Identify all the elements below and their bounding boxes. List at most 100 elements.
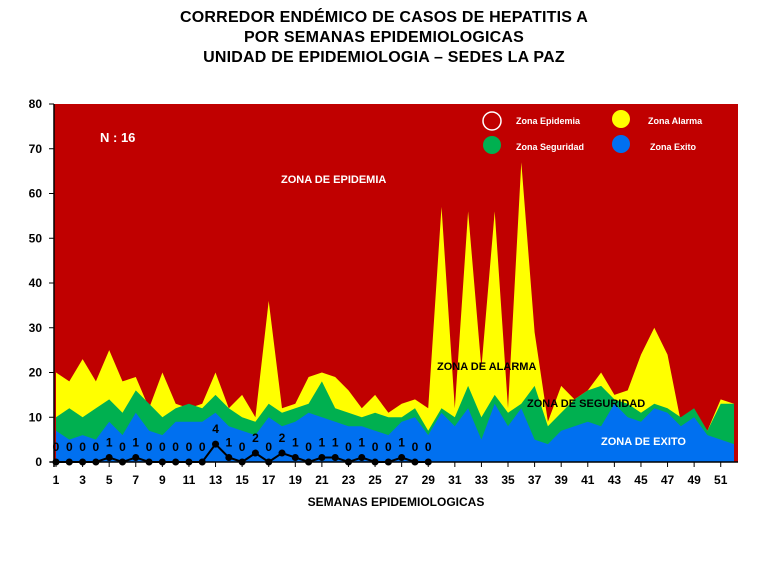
case-point <box>225 454 233 462</box>
title-line-2: POR SEMANAS EPIDEMIOLOGICAS <box>243 29 525 46</box>
x-tick-label: 49 <box>687 473 701 487</box>
case-point <box>238 458 246 466</box>
x-tick-label: 9 <box>159 473 166 487</box>
case-data-label: 2 <box>279 431 286 445</box>
case-data-label: 0 <box>425 440 432 454</box>
case-data-label: 1 <box>332 436 339 450</box>
x-tick-label: 37 <box>528 473 542 487</box>
x-tick-label: 17 <box>262 473 276 487</box>
case-point <box>371 458 379 466</box>
x-tick-label: 1 <box>53 473 60 487</box>
zone-epidemia-label: ZONA DE EPIDEMIA <box>281 174 386 186</box>
case-data-label: 0 <box>146 440 153 454</box>
case-point <box>185 458 193 466</box>
case-point <box>305 458 313 466</box>
case-data-label: 1 <box>106 436 113 450</box>
case-point <box>172 458 180 466</box>
case-data-label: 4 <box>212 422 219 436</box>
case-data-label: 0 <box>412 440 419 454</box>
case-point <box>411 458 419 466</box>
x-tick-label: 3 <box>79 473 86 487</box>
case-data-label: 0 <box>385 440 392 454</box>
case-point <box>265 458 273 466</box>
x-tick-label: 23 <box>342 473 356 487</box>
y-tick-label: 30 <box>29 321 43 335</box>
x-tick-label: 39 <box>555 473 569 487</box>
case-point <box>358 454 366 462</box>
case-data-label: 0 <box>53 440 60 454</box>
legend-exito-marker <box>612 135 630 153</box>
x-tick-label: 51 <box>714 473 728 487</box>
x-tick-label: 29 <box>422 473 436 487</box>
case-point <box>198 458 206 466</box>
legend-exito-label: Zona Exito <box>650 142 697 152</box>
case-data-label: 0 <box>93 440 100 454</box>
title-line-3: UNIDAD DE EPIDEMIOLOGIA – SEDES LA PAZ <box>203 49 565 66</box>
y-tick-label: 80 <box>29 97 43 111</box>
x-tick-label: 7 <box>132 473 139 487</box>
case-point <box>79 458 87 466</box>
case-data-label: 1 <box>398 436 405 450</box>
x-tick-label: 43 <box>608 473 622 487</box>
case-point <box>92 458 100 466</box>
case-data-label: 0 <box>79 440 86 454</box>
case-data-label: 0 <box>66 440 73 454</box>
case-point <box>105 454 113 462</box>
x-tick-label: 33 <box>475 473 489 487</box>
y-tick-label: 20 <box>29 366 43 380</box>
case-data-label: 1 <box>358 436 365 450</box>
x-tick-label: 5 <box>106 473 113 487</box>
x-tick-label: 45 <box>634 473 648 487</box>
case-data-label: 1 <box>225 436 232 450</box>
y-tick-label: 0 <box>35 455 42 469</box>
case-point <box>398 454 406 462</box>
y-tick-label: 60 <box>29 187 43 201</box>
case-data-label: 0 <box>199 440 206 454</box>
legend-alarma-label: Zona Alarma <box>648 116 703 126</box>
case-point <box>251 449 259 457</box>
x-tick-label: 15 <box>235 473 249 487</box>
case-point <box>291 454 299 462</box>
x-tick-label: 21 <box>315 473 329 487</box>
x-axis-title: SEMANAS EPIDEMIOLOGICAS <box>308 495 485 509</box>
case-point <box>424 458 432 466</box>
area-exito <box>56 403 734 462</box>
case-point <box>52 458 60 466</box>
chart-title: CORREDOR ENDÉMICO DE CASOS DE HEPATITIS … <box>0 8 768 68</box>
legend-alarma-marker <box>612 110 630 128</box>
x-tick-label: 11 <box>183 473 196 487</box>
case-point <box>145 458 153 466</box>
zone-seguridad-label: ZONA DE SEGURIDAD <box>527 398 645 410</box>
y-tick-label: 50 <box>29 231 43 245</box>
zone-alarma-label: ZONA DE ALARMA <box>437 361 536 373</box>
case-data-label: 2 <box>252 431 259 445</box>
case-data-label: 1 <box>292 436 299 450</box>
x-tick-label: 19 <box>289 473 303 487</box>
case-point <box>212 440 220 448</box>
case-point <box>344 458 352 466</box>
case-data-label: 0 <box>265 440 272 454</box>
case-point <box>318 454 326 462</box>
legend-seguridad-marker <box>483 136 501 154</box>
legend: Zona Epidemia Zona Alarma Zona Seguridad… <box>482 110 703 154</box>
case-data-label: 0 <box>305 440 312 454</box>
case-point <box>158 458 166 466</box>
zone-exito-label: ZONA DE EXITO <box>601 436 686 448</box>
legend-seguridad-label: Zona Seguridad <box>516 142 584 152</box>
case-data-label: 1 <box>319 436 326 450</box>
case-data-label: 0 <box>159 440 166 454</box>
case-point <box>384 458 392 466</box>
x-tick-label: 13 <box>209 473 223 487</box>
case-data-label: 0 <box>119 440 126 454</box>
title-line-1: CORREDOR ENDÉMICO DE CASOS DE HEPATITIS … <box>180 9 588 26</box>
legend-epidemia-marker <box>482 111 502 131</box>
case-point <box>278 449 286 457</box>
case-data-label: 0 <box>186 440 193 454</box>
x-tick-label: 25 <box>368 473 382 487</box>
case-data-label: 1 <box>132 436 139 450</box>
case-point <box>118 458 126 466</box>
y-tick-label: 10 <box>29 410 43 424</box>
